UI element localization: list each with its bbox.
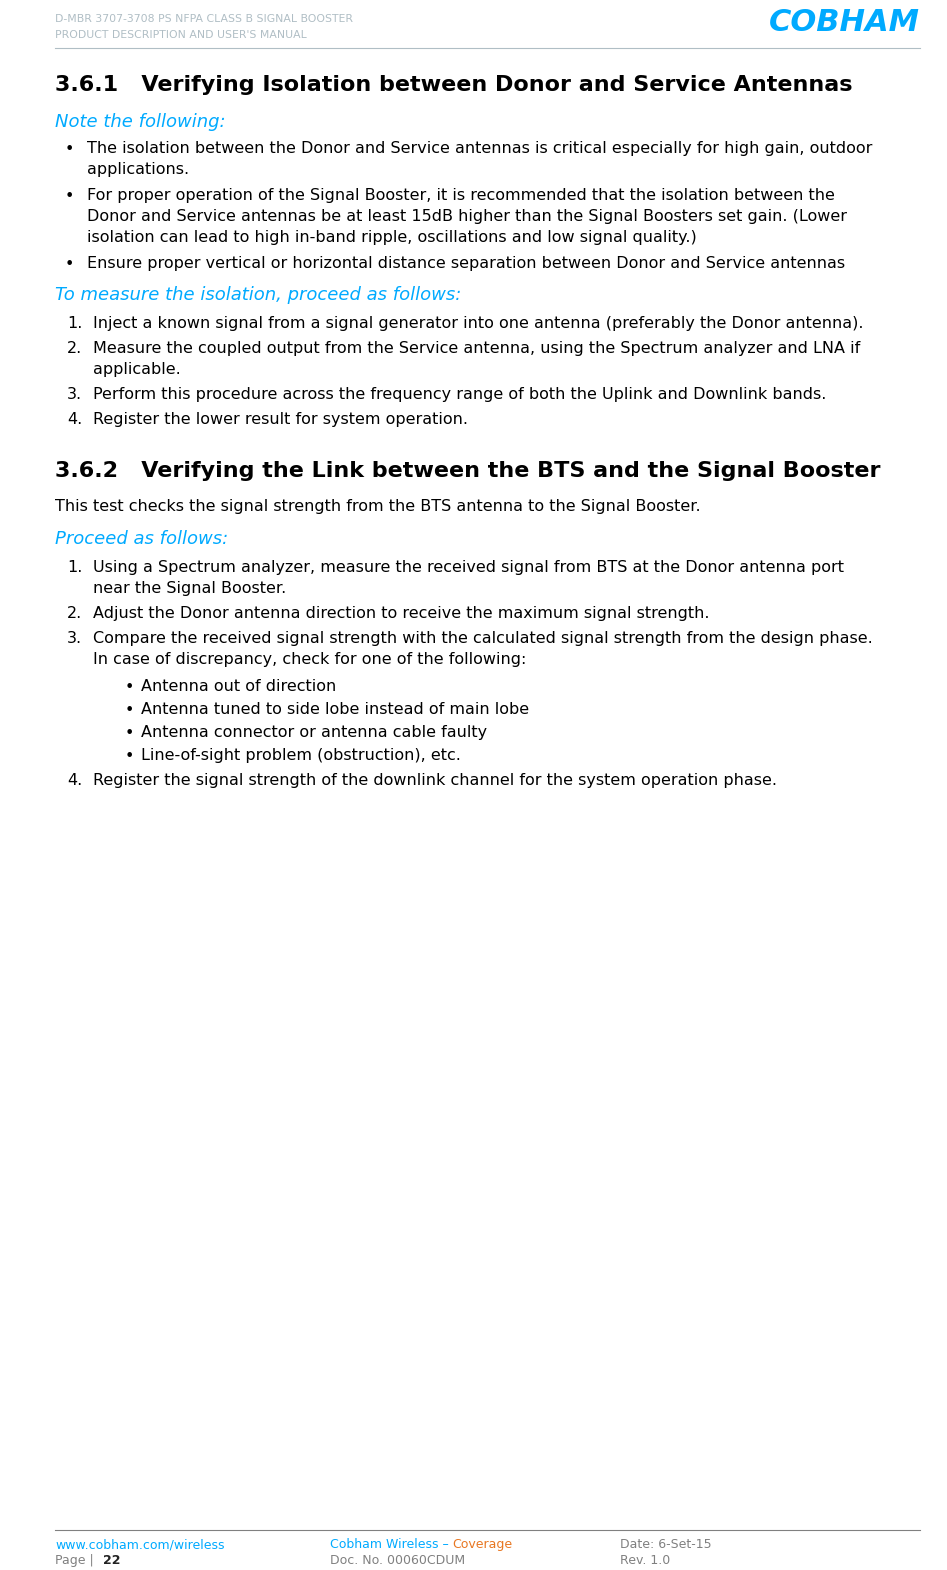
Text: 4.: 4. (67, 772, 82, 788)
Text: 22: 22 (103, 1554, 120, 1567)
Text: Cobham Wireless –: Cobham Wireless – (330, 1539, 453, 1551)
Text: PRODUCT DESCRIPTION AND USER'S MANUAL: PRODUCT DESCRIPTION AND USER'S MANUAL (55, 30, 307, 39)
Text: D-MBR 3707-3708 PS NFPA CLASS B SIGNAL BOOSTER: D-MBR 3707-3708 PS NFPA CLASS B SIGNAL B… (55, 14, 353, 24)
Text: Compare the received signal strength with the calculated signal strength from th: Compare the received signal strength wit… (93, 631, 873, 645)
Text: To measure the isolation, proceed as follows:: To measure the isolation, proceed as fol… (55, 286, 461, 305)
Text: Inject a known signal from a signal generator into one antenna (preferably the D: Inject a known signal from a signal gene… (93, 316, 864, 331)
Text: COBHAM: COBHAM (769, 8, 920, 38)
Text: Donor and Service antennas be at least 15dB higher than the Signal Boosters set : Donor and Service antennas be at least 1… (87, 209, 847, 225)
Text: Proceed as follows:: Proceed as follows: (55, 531, 228, 548)
Text: Antenna tuned to side lobe instead of main lobe: Antenna tuned to side lobe instead of ma… (141, 702, 529, 717)
Text: isolation can lead to high in-band ripple, oscillations and low signal quality.): isolation can lead to high in-band rippl… (87, 229, 697, 245)
Text: Adjust the Donor antenna direction to receive the maximum signal strength.: Adjust the Donor antenna direction to re… (93, 606, 709, 622)
Text: Rev. 1.0: Rev. 1.0 (620, 1554, 670, 1567)
Text: Note the following:: Note the following: (55, 113, 225, 130)
Text: near the Signal Booster.: near the Signal Booster. (93, 581, 286, 597)
Text: 3.6.1   Verifying Isolation between Donor and Service Antennas: 3.6.1 Verifying Isolation between Donor … (55, 75, 852, 96)
Text: 2.: 2. (67, 341, 82, 356)
Text: 3.: 3. (67, 386, 82, 402)
Text: 3.: 3. (67, 631, 82, 645)
Text: 3.6.2   Verifying the Link between the BTS and the Signal Booster: 3.6.2 Verifying the Link between the BTS… (55, 462, 881, 480)
Text: •: • (65, 188, 75, 204)
Text: For proper operation of the Signal Booster, it is recommended that the isolation: For proper operation of the Signal Boost… (87, 188, 835, 203)
Text: Ensure proper vertical or horizontal distance separation between Donor and Servi: Ensure proper vertical or horizontal dis… (87, 256, 845, 272)
Text: •: • (65, 141, 75, 157)
Text: 1.: 1. (67, 560, 82, 575)
Text: Using a Spectrum analyzer, measure the received signal from BTS at the Donor ant: Using a Spectrum analyzer, measure the r… (93, 560, 844, 575)
Text: Register the lower result for system operation.: Register the lower result for system ope… (93, 411, 468, 427)
Text: Date: 6-Set-15: Date: 6-Set-15 (620, 1539, 711, 1551)
Text: 4.: 4. (67, 411, 82, 427)
Text: Doc. No. 00060CDUM: Doc. No. 00060CDUM (330, 1554, 465, 1567)
Text: www.cobham.com/wireless: www.cobham.com/wireless (55, 1539, 224, 1551)
Text: Page |: Page | (55, 1554, 98, 1567)
Text: Antenna out of direction: Antenna out of direction (141, 678, 336, 694)
Text: Register the signal strength of the downlink channel for the system operation ph: Register the signal strength of the down… (93, 772, 777, 788)
Text: Measure the coupled output from the Service antenna, using the Spectrum analyzer: Measure the coupled output from the Serv… (93, 341, 860, 356)
Text: Line-of-sight problem (obstruction), etc.: Line-of-sight problem (obstruction), etc… (141, 747, 461, 763)
Text: •: • (125, 703, 134, 717)
Text: In case of discrepancy, check for one of the following:: In case of discrepancy, check for one of… (93, 652, 527, 667)
Text: applicable.: applicable. (93, 363, 181, 377)
Text: Antenna connector or antenna cable faulty: Antenna connector or antenna cable fault… (141, 725, 487, 739)
Text: 2.: 2. (67, 606, 82, 622)
Text: 1.: 1. (67, 316, 82, 331)
Text: •: • (125, 749, 134, 765)
Text: Perform this procedure across the frequency range of both the Uplink and Downlin: Perform this procedure across the freque… (93, 386, 827, 402)
Text: •: • (125, 725, 134, 741)
Text: The isolation between the Donor and Service antennas is critical especially for : The isolation between the Donor and Serv… (87, 141, 872, 155)
Text: •: • (125, 680, 134, 696)
Text: applications.: applications. (87, 162, 189, 177)
Text: This test checks the signal strength from the BTS antenna to the Signal Booster.: This test checks the signal strength fro… (55, 499, 701, 513)
Text: •: • (65, 257, 75, 272)
Text: Coverage: Coverage (452, 1539, 512, 1551)
